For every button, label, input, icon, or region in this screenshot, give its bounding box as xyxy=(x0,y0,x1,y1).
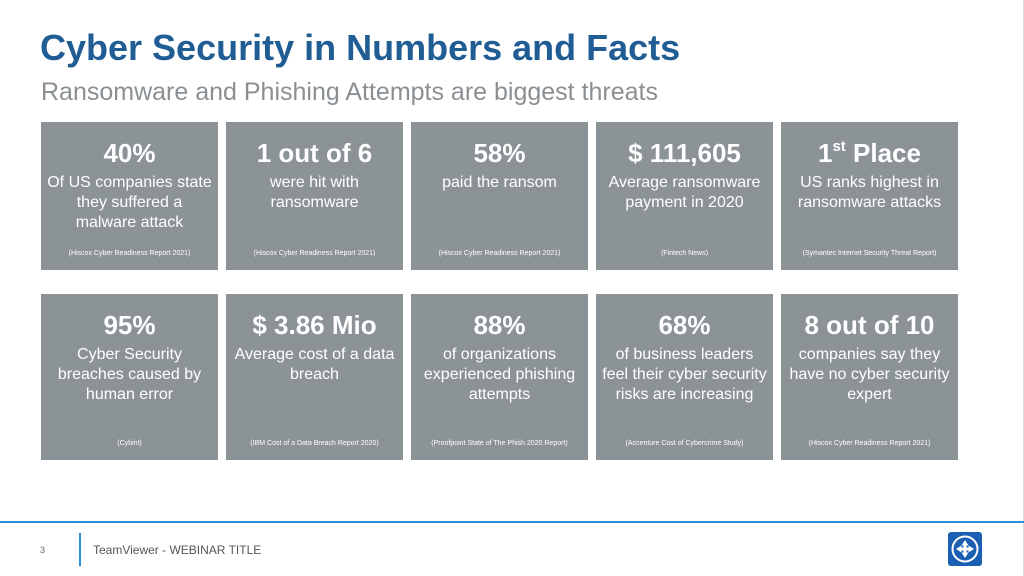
stat-description: paid the ransom xyxy=(442,174,557,191)
stat-figure: 1 out of 6 xyxy=(256,138,373,168)
footer-separator xyxy=(79,533,81,566)
stat-figure: 68% xyxy=(658,310,711,340)
stat-figure: 40% xyxy=(103,138,156,168)
stat-description: of business leaders feel their cyber sec… xyxy=(602,346,767,403)
stat-description: companies say they have no cyber securit… xyxy=(789,346,950,403)
stat-figure: 1st Place xyxy=(787,136,952,170)
stat-card-malware: 40% Of US companies state they suffered … xyxy=(41,122,218,270)
stat-source: (Accenture Cost of Cybercrime Study) xyxy=(625,440,744,447)
stat-description: of organizations experienced phishing at… xyxy=(423,346,576,403)
stat-figure-ordinal: st xyxy=(832,138,846,155)
stat-source: (Hiscox Cyber Readiness Report 2021) xyxy=(808,440,931,447)
slide-subtitle: Ransomware and Phishing Attempts are big… xyxy=(41,78,659,106)
stat-source: (Hiscox Cyber Readiness Report 2021) xyxy=(253,250,376,257)
stat-source: (Symantec Internet Security Threat Repor… xyxy=(802,250,937,257)
stat-source: (IBM Cost of a Data Breach Report 2020) xyxy=(250,440,379,447)
stat-card-ransomware-payment: $ 111,605 Average ransomware payment in … xyxy=(596,122,773,270)
stat-figure: 95% xyxy=(103,310,156,340)
stat-description: Of US companies state they suffered a ma… xyxy=(47,174,212,231)
stat-figure: 58% xyxy=(473,138,526,168)
stat-card-ransomware-hit: 1 out of 6 were hit with ransomware (His… xyxy=(226,122,403,270)
stat-figure-number: 1 xyxy=(818,138,833,168)
stat-source: (Hiscox Cyber Readiness Report 2021) xyxy=(68,250,191,257)
stat-source: (Hiscox Cyber Readiness Report 2021) xyxy=(438,250,561,257)
stat-figure: 8 out of 10 xyxy=(804,310,935,340)
stat-source: (Cybint) xyxy=(117,440,142,447)
stat-card-no-expert: 8 out of 10 companies say they have no c… xyxy=(781,294,958,460)
slide-title: Cyber Security in Numbers and Facts xyxy=(40,27,681,68)
stats-grid: 40% Of US companies state they suffered … xyxy=(41,122,959,460)
stat-description: Average cost of a data breach xyxy=(234,346,395,383)
stat-description: Average ransomware payment in 2020 xyxy=(608,174,761,211)
stat-figure: 88% xyxy=(473,310,526,340)
stat-description: US ranks highest in ransomware attacks xyxy=(797,174,942,211)
stat-card-human-error: 95% Cyber Security breaches caused by hu… xyxy=(41,294,218,460)
stat-card-ransom-paid: 58% paid the ransom (Hiscox Cyber Readin… xyxy=(411,122,588,270)
stat-description: Cyber Security breaches caused by human … xyxy=(57,346,202,403)
stat-card-us-ranking: 1st Place US ranks highest in ransomware… xyxy=(781,122,958,270)
footer-divider xyxy=(0,521,1024,523)
stat-card-breach-cost: $ 3.86 Mio Average cost of a data breach… xyxy=(226,294,403,460)
footer-text: TeamViewer - WEBINAR TITLE xyxy=(93,543,262,557)
stat-figure: $ 3.86 Mio xyxy=(252,310,377,340)
stat-figure-rest: Place xyxy=(845,138,921,168)
teamviewer-logo-icon xyxy=(948,532,982,566)
stat-source: (Proofpoint State of The Phish 2020 Repo… xyxy=(431,440,568,447)
page-number: 3 xyxy=(40,545,46,555)
stat-figure: $ 111,605 xyxy=(628,138,741,168)
stat-card-phishing: 88% of organizations experienced phishin… xyxy=(411,294,588,460)
stat-description: were hit with ransomware xyxy=(270,174,359,211)
stat-card-leader-risk: 68% of business leaders feel their cyber… xyxy=(596,294,773,460)
stat-source: (Fintech News) xyxy=(660,250,709,257)
